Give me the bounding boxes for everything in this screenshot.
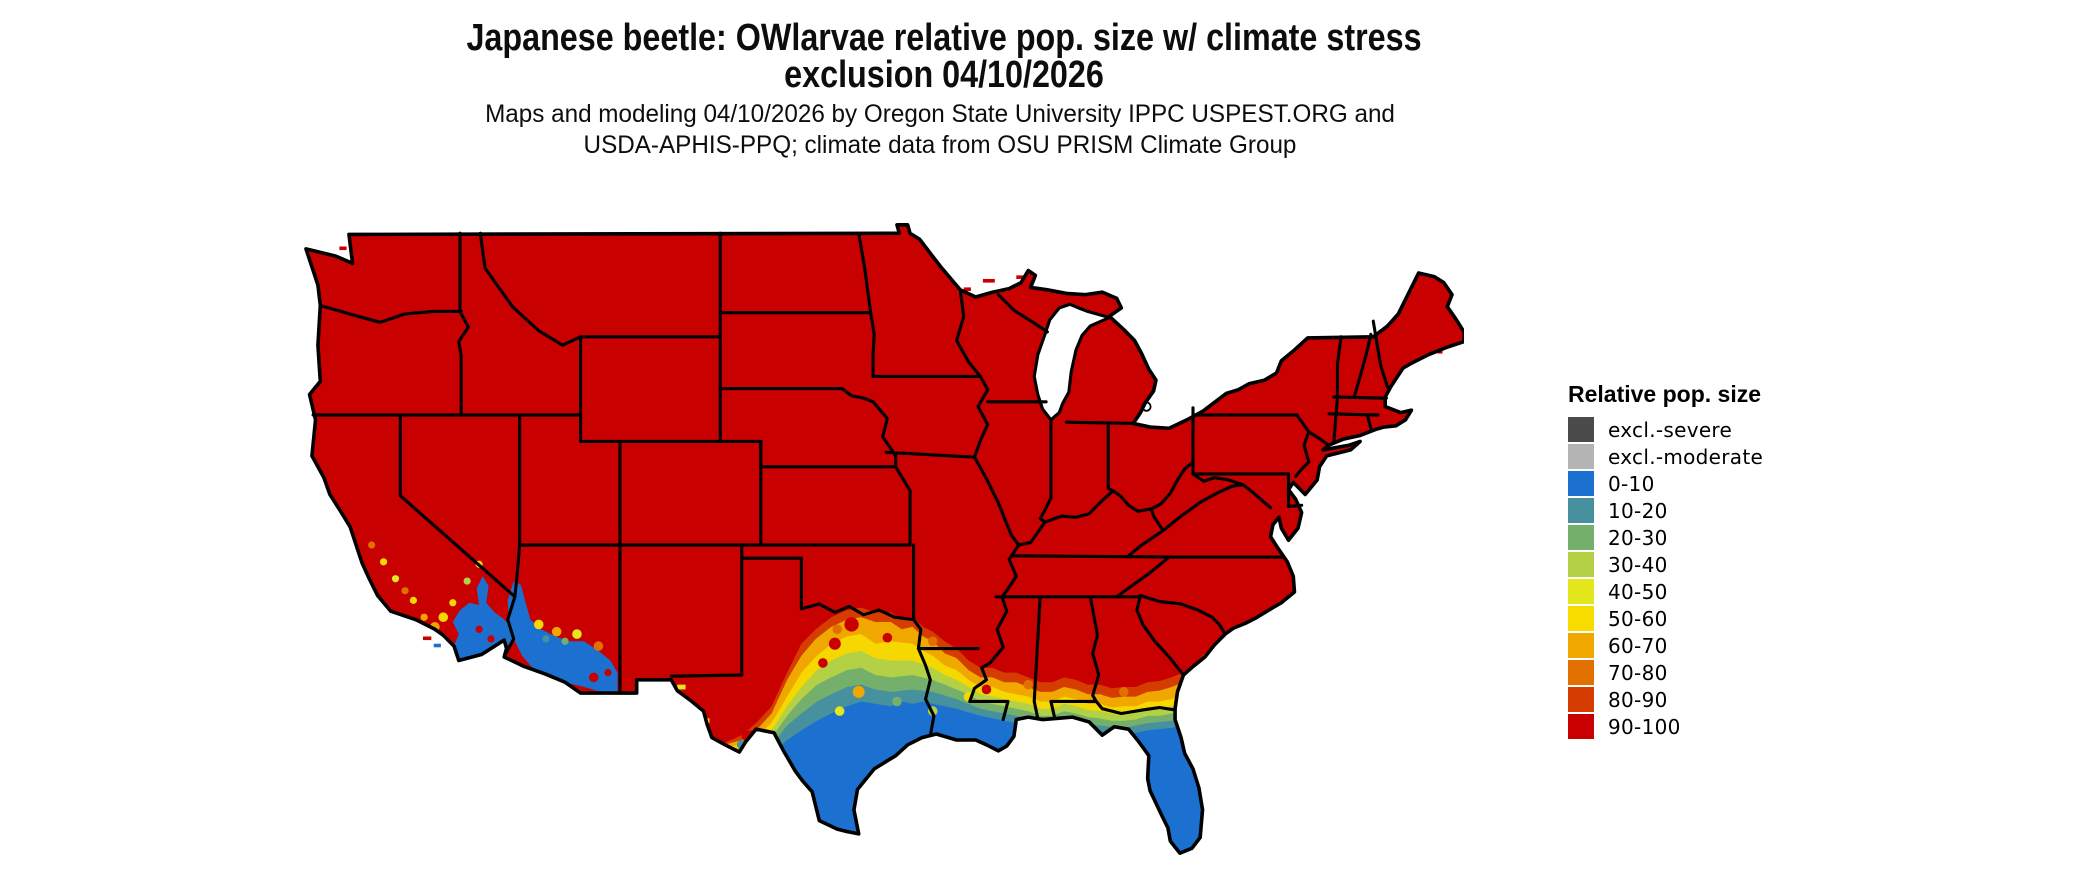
legend-item-label: 20-30: [1608, 525, 1668, 550]
legend-item-label: 90-100: [1608, 714, 1681, 739]
legend-item-label: excl.-severe: [1608, 417, 1733, 442]
legend-swatch: [1568, 525, 1594, 550]
legend-item: 50-60: [1568, 605, 1868, 632]
legend-swatch: [1568, 633, 1594, 658]
arizona-low-desert-blue: [507, 581, 618, 694]
legend-item-label: 60-70: [1608, 633, 1668, 658]
legend-swatch: [1568, 687, 1594, 712]
lake-michigan: [1032, 302, 1111, 422]
legend-item: 10-20: [1568, 497, 1868, 524]
page-subtitle: Maps and modeling 04/10/2026 by Oregon S…: [28, 99, 1852, 161]
state-borders-central: [718, 231, 1049, 737]
legend-swatch: [1568, 498, 1594, 523]
title-line-2: exclusion 04/10/2026: [784, 54, 1104, 96]
legend-swatch: [1568, 606, 1594, 631]
legend-swatch: [1568, 714, 1594, 739]
subtitle-line-2: USDA-APHIS-PPQ; climate data from OSU PR…: [583, 131, 1297, 159]
legend-swatch: [1568, 471, 1594, 496]
legend-item-label: 80-90: [1608, 687, 1668, 712]
legend-swatch: [1568, 579, 1594, 604]
conus-outline: [304, 223, 1464, 855]
california-low-desert-blue: [452, 576, 513, 661]
title-line-1: Japanese beetle: OWlarvae relative pop. …: [466, 17, 1422, 59]
legend-title: Relative pop. size: [1568, 381, 1762, 407]
legend-item: 90-100: [1568, 713, 1868, 740]
legend-item-label: 50-60: [1608, 606, 1668, 631]
legend-item-label: 40-50: [1608, 579, 1668, 604]
legend-swatch: [1568, 552, 1594, 577]
legend-item-label: excl.-moderate: [1608, 444, 1764, 469]
legend-item-label: 10-20: [1608, 498, 1668, 523]
legend-item: 40-50: [1568, 578, 1868, 605]
legend-item: 20-30: [1568, 524, 1868, 551]
legend-item: 30-40: [1568, 551, 1868, 578]
legend-item: 0-10: [1568, 470, 1868, 497]
legend-item: 60-70: [1568, 632, 1868, 659]
legend-item: 70-80: [1568, 659, 1868, 686]
subtitle-line-1: Maps and modeling 04/10/2026 by Oregon S…: [485, 100, 1395, 128]
legend-swatch: [1568, 660, 1594, 685]
legend-item: excl.-severe: [1568, 416, 1868, 443]
state-borders: [311, 231, 1390, 737]
legend-swatch: [1568, 417, 1594, 442]
legend-item-label: 70-80: [1608, 660, 1668, 685]
legend-item-label: 30-40: [1608, 552, 1668, 577]
legend-swatch: [1568, 444, 1594, 469]
legend-item: excl.-moderate: [1568, 443, 1868, 470]
legend-item-label: 0-10: [1608, 471, 1655, 496]
legend-items: excl.-severe excl.-moderate 0-10 10-20 2…: [1568, 416, 1868, 740]
us-map-svg: [304, 223, 1464, 855]
legend-item: 80-90: [1568, 686, 1868, 713]
legend: Relative pop. size excl.-severe excl.-mo…: [1568, 382, 1868, 740]
state-borders-east: [994, 319, 1390, 720]
us-map: [300, 220, 1464, 870]
page-title: Japanese beetle: OWlarvae relative pop. …: [142, 17, 1747, 96]
